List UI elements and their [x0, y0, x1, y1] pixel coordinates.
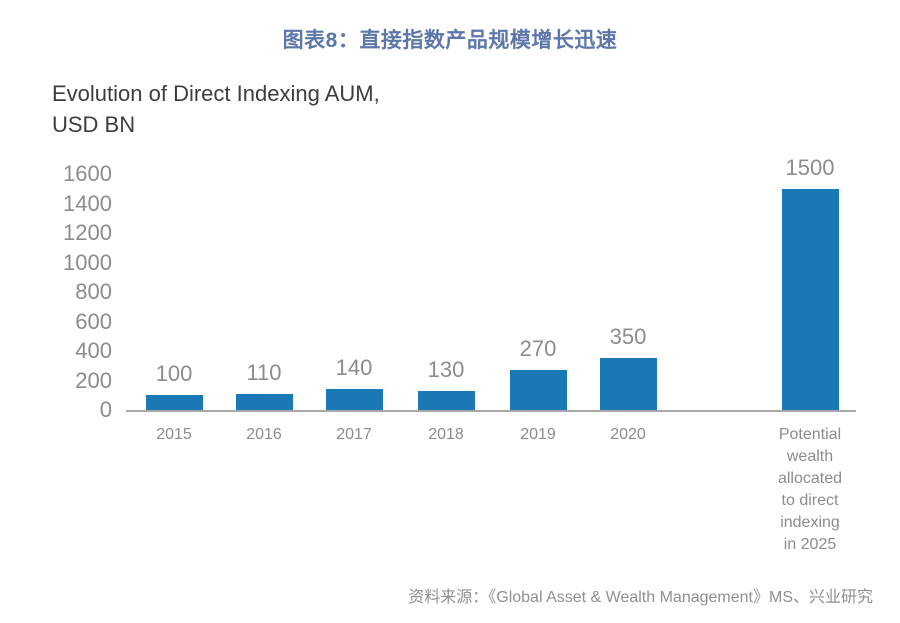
plot-area: 100 2015 110 2016 140 2017 130 2018 270 2019 350 20… [126, 155, 856, 553]
bar-2016 [235, 393, 293, 410]
chart-title: Evolution of Direct Indexing AUM, USD BN [52, 78, 380, 140]
x-category-label: 2015 [156, 426, 192, 443]
bar-2019 [509, 370, 567, 410]
bar-value-label: 100 [155, 361, 193, 387]
bar-2020 [599, 358, 657, 410]
y-tick-label: 1600 [63, 161, 112, 186]
bar-value-label: 110 [246, 359, 282, 385]
y-tick-label: 1000 [63, 249, 112, 275]
y-tick-label: 400 [75, 338, 112, 363]
x-category-label: 2018 [428, 426, 464, 443]
x-category-label: 2017 [336, 426, 372, 443]
bar-Potential [781, 188, 839, 410]
x-category-label: 2016 [246, 426, 282, 443]
bar-value-label: 1500 [785, 154, 835, 180]
x-category-label: Potential wealth allocated to direct ind… [777, 426, 843, 553]
bar-value-label: 130 [427, 356, 465, 382]
x-category-label: 2019 [520, 426, 556, 443]
source-note: 资料来源：《Global Asset & Wealth Management》M… [408, 589, 873, 606]
y-tick-label: 200 [75, 367, 112, 393]
bar-value-label: 270 [519, 336, 557, 362]
y-tick-label: 0 [99, 397, 112, 422]
y-axis-labels: 0 200 400 600 800 1000 1200 1400 1600 [28, 161, 112, 422]
bar-2018 [417, 390, 475, 410]
bar-2017 [325, 389, 383, 410]
bar-2015 [145, 395, 203, 410]
chart-title-line1: Evolution of Direct Indexing AUM, [52, 81, 380, 106]
y-tick-label: 1200 [63, 220, 112, 245]
y-tick-label: 1400 [63, 190, 112, 216]
y-tick-label: 800 [75, 279, 112, 304]
x-category-label: 2020 [610, 426, 646, 443]
chart-title-line2: USD BN [52, 112, 136, 137]
bar-value-label: 140 [335, 355, 373, 381]
figure-title: 图表8：直接指数产品规模增长迅速 [282, 29, 618, 52]
bar-value-label: 350 [609, 324, 647, 350]
y-tick-label: 600 [75, 308, 112, 334]
